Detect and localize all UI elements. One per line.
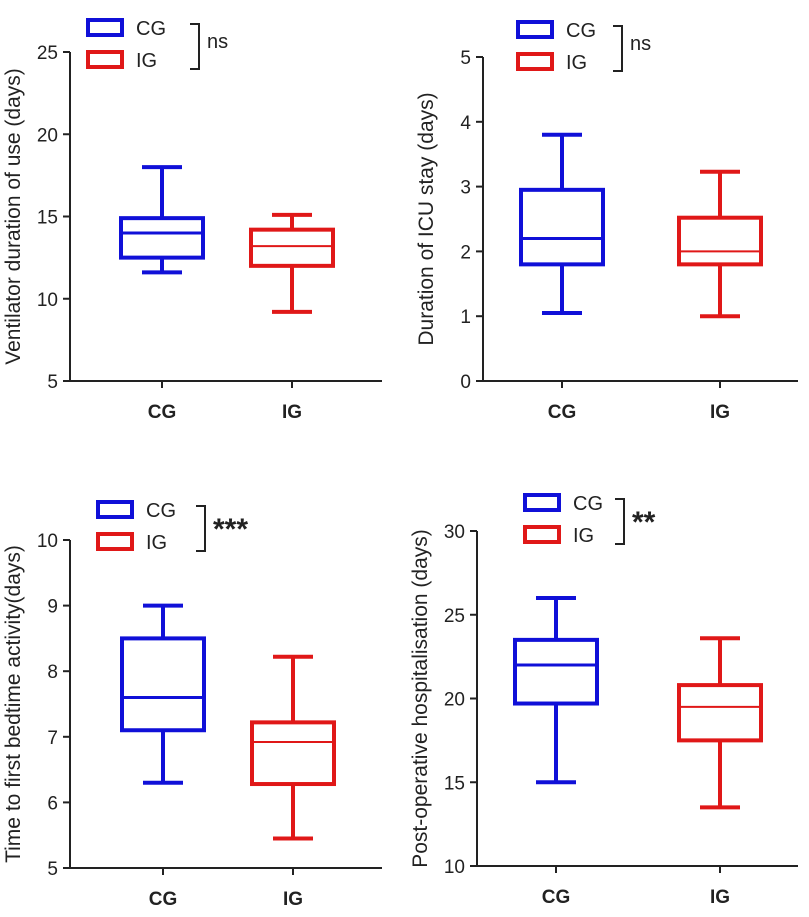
significance-bracket	[190, 23, 200, 70]
y-tick-label: 30	[444, 522, 465, 543]
x-category-label: CG	[149, 889, 178, 910]
y-tick-label: 6	[47, 793, 58, 814]
x-category-label: IG	[710, 887, 730, 908]
box-iqr	[120, 636, 206, 733]
chart-panel-2: 0 1 2 3 4 5 CG IG Duration of ICU stay (days) CG I…	[415, 20, 798, 423]
box-ig	[250, 654, 336, 841]
chart-panel-4: 10 15 20 25 30 CG IG Post-operative hospitalisa…	[409, 493, 798, 908]
y-tick-label: 20	[444, 690, 465, 711]
y-axis-title: Post-operative hospitalisation (days)	[409, 529, 432, 868]
legend-swatch-ig	[516, 52, 554, 71]
significance-bracket	[615, 498, 625, 545]
legend-swatch-cg	[523, 493, 561, 512]
box-ig	[677, 636, 763, 810]
x-category-label: CG	[542, 887, 571, 908]
box-iqr	[519, 187, 605, 267]
y-tick-label: 25	[37, 43, 58, 64]
y-tick-label: 2	[460, 242, 471, 263]
x-category-label: IG	[283, 889, 303, 910]
box-iqr	[513, 637, 599, 706]
y-tick-label: 0	[460, 372, 471, 393]
y-axis-title: Duration of ICU stay (days)	[415, 92, 438, 345]
y-tick-label: 4	[460, 113, 471, 134]
y-tick-label: 3	[460, 178, 471, 199]
x-category-label: IG	[282, 402, 302, 423]
legend-swatch-cg	[86, 18, 124, 37]
y-axis-title: Ventilator duration of use (days)	[2, 68, 25, 365]
legend-label-cg: CG	[573, 493, 603, 515]
legend-swatch-ig	[96, 532, 134, 551]
significance-bracket	[613, 25, 623, 72]
significance-label: ns	[630, 33, 651, 55]
legend-label-ig: IG	[566, 52, 587, 74]
x-category-label: CG	[148, 402, 177, 423]
significance-label: **	[632, 506, 656, 539]
legend-label-ig: IG	[136, 50, 157, 72]
box-iqr	[677, 683, 763, 743]
legend-label-cg: CG	[146, 500, 176, 522]
y-tick-label: 10	[37, 531, 58, 552]
box-iqr	[119, 216, 205, 260]
box-cg	[519, 132, 605, 315]
legend-swatch-ig	[86, 50, 124, 69]
significance-label: ***	[213, 513, 248, 546]
y-tick-label: 5	[47, 859, 58, 880]
y-tick-label: 15	[444, 773, 465, 794]
legend-swatch-cg	[96, 500, 134, 519]
box-ig	[249, 212, 335, 314]
y-tick-label: 1	[460, 307, 471, 328]
legend-label-cg: CG	[136, 18, 166, 40]
significance-bracket	[196, 505, 206, 552]
legend-label-cg: CG	[566, 20, 596, 42]
box-cg	[513, 596, 599, 785]
x-category-label: CG	[548, 402, 577, 423]
significance-label: ns	[207, 31, 228, 53]
box-cg	[120, 603, 206, 785]
legend-swatch-ig	[523, 525, 561, 544]
chart-panel-1: 5 10 15 20 25 CG IG Ventilator duration of use …	[2, 18, 382, 423]
box-ig	[677, 169, 763, 319]
legend-label-ig: IG	[146, 532, 167, 554]
y-axis-title: Time to first bedtime activity(days)	[2, 545, 25, 863]
y-tick-label: 7	[47, 728, 58, 749]
y-tick-label: 10	[444, 857, 465, 878]
y-tick-label: 8	[47, 662, 58, 683]
legend-swatch-cg	[516, 20, 554, 39]
x-category-label: IG	[710, 402, 730, 423]
y-tick-label: 5	[460, 48, 471, 69]
y-tick-label: 5	[47, 372, 58, 393]
y-tick-label: 9	[47, 597, 58, 618]
legend-label-ig: IG	[573, 525, 594, 547]
y-tick-label: 25	[444, 606, 465, 627]
box-iqr	[249, 227, 335, 268]
y-tick-label: 20	[37, 125, 58, 146]
y-tick-label: 10	[37, 290, 58, 311]
chart-panel-3: 5 6 7 8 9 10 CG IG Time to first bedtime activit…	[2, 500, 382, 910]
box-iqr	[250, 720, 336, 787]
box-iqr	[677, 215, 763, 267]
y-tick-label: 15	[37, 208, 58, 229]
box-cg	[119, 165, 205, 275]
